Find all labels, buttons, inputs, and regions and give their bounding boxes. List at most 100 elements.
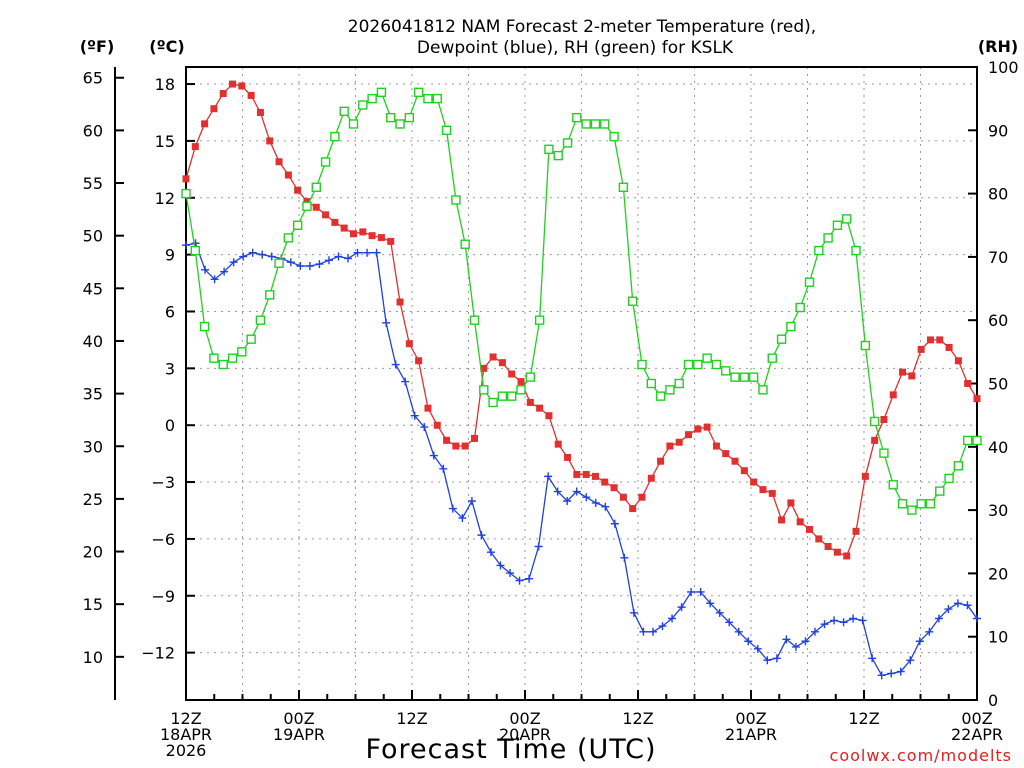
- axes: 6560555045403530252015101815129630−3−6−9…: [83, 58, 1019, 760]
- dewpoint-point: [258, 250, 267, 259]
- temperature-point: [619, 493, 627, 501]
- rh-point: [265, 290, 275, 300]
- rh-tick-label: 90: [988, 121, 1008, 140]
- celsius-unit-label: (ºC): [149, 37, 184, 56]
- rh-point: [721, 366, 731, 376]
- temperature-point: [610, 484, 618, 492]
- temperature-point: [703, 423, 711, 431]
- fahrenheit-tick-label: 25: [83, 490, 103, 509]
- fahrenheit-unit-label: (ºF): [80, 37, 115, 56]
- fahrenheit-tick-label: 55: [83, 174, 103, 193]
- dewpoint-point: [830, 616, 839, 625]
- rh-point: [879, 448, 889, 458]
- dewpoint-point: [791, 642, 800, 651]
- temperature-point: [917, 345, 925, 353]
- dewpoint-point: [401, 377, 410, 386]
- series-line: [185, 91, 977, 511]
- rh-point: [507, 391, 517, 401]
- rh-point: [600, 119, 610, 129]
- dewpoint-point: [182, 241, 190, 250]
- rh-point: [302, 201, 312, 211]
- temperature-point: [815, 535, 823, 543]
- rh-unit-label: (RH): [978, 37, 1018, 56]
- series-temperature: [182, 80, 981, 560]
- temperature-point: [564, 453, 572, 461]
- dewpoint-point: [286, 258, 295, 267]
- rh-point: [851, 245, 861, 256]
- rh-point: [776, 334, 787, 344]
- dewpoint-point: [648, 627, 657, 636]
- temperature-point: [880, 416, 888, 424]
- fahrenheit-tick-label: 30: [83, 437, 103, 456]
- rh-point: [953, 461, 964, 471]
- temperature-point: [443, 436, 451, 444]
- rh-point: [618, 182, 629, 192]
- temperature-point: [647, 474, 655, 482]
- x-tick-label: 00Z: [283, 709, 314, 728]
- temperature-point: [768, 489, 776, 497]
- rh-point: [627, 296, 638, 306]
- temperature-point: [908, 372, 916, 380]
- temperature-point: [731, 457, 739, 465]
- dewpoint-point: [210, 275, 219, 284]
- rh-point: [255, 315, 266, 325]
- dewpoint-point: [934, 614, 943, 623]
- temperature-point: [722, 450, 730, 458]
- dewpoint-point: [658, 622, 667, 631]
- rh-point: [237, 347, 247, 357]
- rh-point: [962, 435, 973, 446]
- temperature-point: [973, 395, 981, 403]
- x-tick-label: 18APR: [160, 725, 212, 744]
- rh-point: [907, 505, 917, 515]
- fahrenheit-tick-label: 35: [83, 385, 103, 404]
- x-tick-label: 12Z: [396, 709, 427, 728]
- dewpoint-point: [315, 260, 324, 269]
- temperature-point: [899, 368, 907, 376]
- dewpoint-point: [896, 667, 905, 676]
- rh-point: [609, 131, 619, 142]
- fahrenheit-tick-label: 20: [83, 543, 103, 562]
- temperature-point: [424, 404, 432, 412]
- rh-point: [451, 195, 461, 205]
- rh-point: [516, 385, 526, 395]
- dewpoint-point: [725, 618, 734, 627]
- rh-point: [562, 138, 573, 148]
- dewpoint-point: [763, 656, 772, 665]
- x-tick-label: 00Z: [961, 709, 992, 728]
- rh-tick-label: 80: [988, 185, 1008, 204]
- temperature-point: [247, 91, 255, 99]
- rh-point: [786, 321, 796, 332]
- celsius-tick-label: 3: [165, 359, 175, 378]
- temperature-point: [926, 336, 934, 344]
- rh-point: [488, 397, 498, 408]
- temperature-point: [238, 82, 246, 90]
- temperature-point: [629, 505, 637, 513]
- x-tick-label: 20APR: [499, 725, 551, 744]
- rh-tick-label: 60: [988, 311, 1008, 330]
- temperature-point: [489, 353, 497, 361]
- temperature-point: [266, 137, 274, 145]
- rh-point: [823, 233, 833, 243]
- temperature-point: [871, 436, 879, 444]
- temperature-point: [889, 391, 897, 399]
- rh-point: [534, 315, 545, 325]
- rh-point: [460, 239, 470, 249]
- rh-point: [320, 157, 331, 167]
- temperature-point: [508, 370, 516, 378]
- rh-point: [330, 131, 340, 142]
- rh-tick-label: 100: [988, 58, 1019, 77]
- celsius-tick-label: 9: [165, 246, 175, 265]
- rh-point: [683, 359, 694, 370]
- dewpoint-point: [868, 654, 877, 663]
- temperature-point: [787, 499, 795, 507]
- rh-point: [479, 385, 489, 395]
- temperature-point: [396, 298, 404, 306]
- temperature-point: [387, 237, 395, 245]
- dewpoint-point: [410, 411, 419, 420]
- temperature-point: [526, 398, 534, 406]
- x-tick-label: 21APR: [725, 725, 777, 744]
- rh-tick-label: 70: [988, 248, 1008, 267]
- rh-point: [590, 119, 601, 129]
- temperature-point: [536, 404, 544, 412]
- x-axis-title: Forecast Time (UTC): [365, 734, 656, 765]
